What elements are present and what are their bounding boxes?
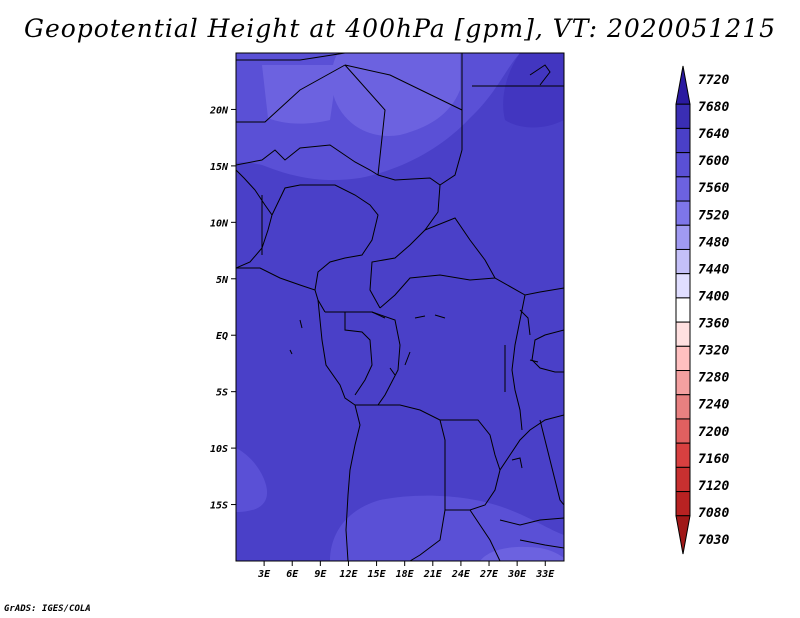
- footer-credit: GrADS: IGES/COLA: [4, 604, 91, 614]
- lon-tick-label: 27E: [479, 569, 499, 580]
- colorbar-label: 7560: [698, 181, 729, 196]
- colorbar-swatch: [675, 248, 691, 275]
- colorbar-label: 7440: [698, 262, 729, 277]
- colorbar-swatch: [675, 127, 691, 154]
- contour-band-7560-south: [236, 448, 268, 512]
- lat-tick-label: 20N: [209, 105, 229, 116]
- lat-tick-label: 5N: [216, 275, 229, 286]
- colorbar-swatch: [675, 200, 691, 226]
- lon-tick-label: 18E: [396, 569, 415, 580]
- colorbar-swatch: [675, 273, 691, 299]
- lon-tick-label: 33E: [535, 569, 555, 580]
- colorbar-top-arrow: [675, 65, 691, 105]
- colorbar-swatch: [675, 345, 691, 372]
- colorbar-label: 7320: [698, 344, 729, 359]
- colorbar-swatch: [675, 321, 691, 347]
- lon-tick-label: 3E: [257, 569, 271, 580]
- lat-tick-label: 15S: [210, 501, 228, 512]
- colorbar-label: 7240: [698, 398, 729, 413]
- colorbar-swatch: [675, 491, 691, 517]
- colorbar-label: 7160: [698, 452, 729, 467]
- colorbar-swatch: [675, 466, 691, 493]
- colorbar-swatch: [675, 224, 691, 250]
- longitude-axis: 3E 6E 9E 12E 15E 18E 21E 24E 27E 30E 33E: [257, 561, 555, 580]
- colorbar-swatch: [675, 176, 691, 202]
- lon-tick-label: 21E: [423, 569, 443, 580]
- lat-tick-label: 5S: [216, 388, 228, 399]
- colorbar-swatch: [675, 152, 691, 178]
- colorbar-label: 7360: [698, 317, 729, 332]
- lon-tick-label: 12E: [339, 569, 358, 580]
- colorbar-label: 7600: [698, 154, 729, 169]
- colorbar: 7720 7680 7640 7600 7560 7520 7480 7440 7400 7360…: [675, 65, 729, 555]
- country-borders: [236, 53, 564, 561]
- contour-band-7640-northeast: [503, 53, 564, 128]
- colorbar-swatch: [675, 103, 691, 129]
- map-title: Geopotential Height at 400hPa [gpm], VT:…: [23, 14, 777, 43]
- colorbar-swatch: [675, 442, 691, 468]
- colorbar-label: 7720: [698, 73, 729, 88]
- lat-tick-label: 10S: [210, 444, 228, 455]
- colorbar-swatch: [675, 370, 691, 396]
- colorbar-label: 7120: [698, 479, 729, 494]
- contour-fill: [236, 53, 564, 561]
- colorbar-swatch: [675, 394, 691, 420]
- colorbar-label: 7480: [698, 235, 729, 250]
- colorbar-swatch: [675, 418, 691, 444]
- lat-tick-label: 15N: [210, 162, 229, 173]
- colorbar-bottom-arrow: [675, 515, 691, 555]
- latitude-axis: 20N 15N 10N 5N EQ 5S 10S 15S: [209, 105, 236, 512]
- lat-tick-label: EQ: [216, 331, 228, 342]
- colorbar-label: 7640: [698, 127, 729, 142]
- colorbar-label: 7080: [698, 506, 729, 521]
- colorbar-label: 7200: [698, 425, 729, 440]
- colorbar-label: 7400: [698, 289, 729, 304]
- colorbar-label: 7680: [698, 100, 729, 115]
- lon-tick-label: 24E: [451, 569, 471, 580]
- colorbar-label: 7520: [698, 208, 729, 223]
- lon-tick-label: 15E: [368, 569, 387, 580]
- map-frame: [235, 52, 565, 562]
- colorbar-label: 7030: [698, 533, 729, 548]
- lon-tick-label: 9E: [314, 569, 327, 580]
- colorbar-swatch: [675, 297, 691, 323]
- lon-tick-label: 30E: [507, 569, 527, 580]
- contour-band-7520-south: [480, 546, 564, 561]
- lat-tick-label: 10N: [210, 218, 229, 229]
- colorbar-label: 7280: [698, 371, 729, 386]
- contour-band-7560-south-2: [330, 495, 564, 561]
- contour-band-7520-north: [331, 53, 460, 136]
- lon-tick-label: 6E: [286, 569, 299, 580]
